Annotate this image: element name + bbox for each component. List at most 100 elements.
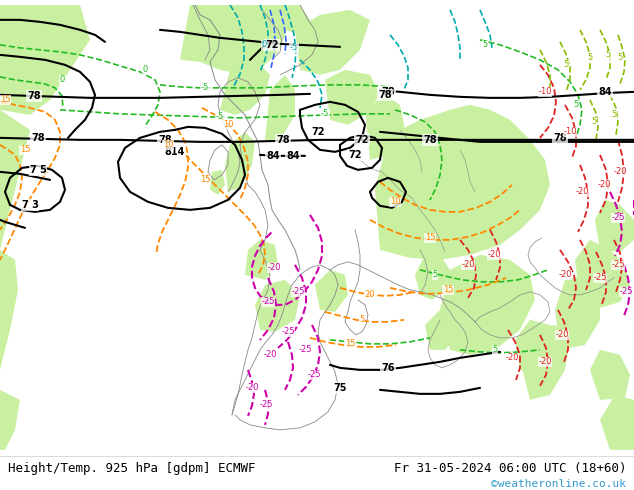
Text: -20: -20 <box>575 187 589 196</box>
Polygon shape <box>475 260 525 310</box>
Text: 0: 0 <box>143 65 148 74</box>
Text: 0: 0 <box>60 75 65 84</box>
Polygon shape <box>220 60 270 115</box>
Text: 7 3: 7 3 <box>22 200 39 210</box>
Polygon shape <box>210 170 225 195</box>
Text: 5: 5 <box>611 110 617 120</box>
Text: 78: 78 <box>27 91 41 101</box>
Polygon shape <box>520 325 570 400</box>
Text: -5: -5 <box>216 112 224 122</box>
Text: Fr 31-05-2024 06:00 UTC (18+60): Fr 31-05-2024 06:00 UTC (18+60) <box>394 462 626 475</box>
Text: 78: 78 <box>423 135 437 145</box>
Text: 78: 78 <box>378 90 392 100</box>
Polygon shape <box>0 250 18 370</box>
Text: -5: -5 <box>201 83 209 92</box>
Text: 10: 10 <box>163 140 173 149</box>
Text: -25: -25 <box>307 370 321 379</box>
Text: -20: -20 <box>488 250 501 259</box>
Text: 84: 84 <box>266 151 280 161</box>
Text: -20: -20 <box>559 270 572 279</box>
Text: 5: 5 <box>605 50 611 59</box>
Polygon shape <box>295 10 370 75</box>
Polygon shape <box>600 395 634 450</box>
Text: 76: 76 <box>381 363 395 373</box>
Text: 78: 78 <box>553 133 567 143</box>
Text: 15: 15 <box>443 285 453 294</box>
Text: -5: -5 <box>321 109 329 119</box>
Text: 5: 5 <box>432 270 437 279</box>
Text: 0: 0 <box>261 40 267 49</box>
Polygon shape <box>265 75 295 140</box>
Text: -25: -25 <box>298 345 312 354</box>
Text: ©weatheronline.co.uk: ©weatheronline.co.uk <box>491 479 626 489</box>
Text: 20: 20 <box>365 291 375 299</box>
Polygon shape <box>225 132 255 192</box>
Text: 72: 72 <box>348 150 362 160</box>
Text: -25: -25 <box>619 287 633 296</box>
Text: -25: -25 <box>611 213 624 222</box>
Polygon shape <box>325 70 380 125</box>
Text: -20: -20 <box>245 383 259 392</box>
Text: 72: 72 <box>311 127 325 137</box>
Text: 5: 5 <box>482 40 488 49</box>
Text: 7 5: 7 5 <box>30 165 46 175</box>
Text: 15: 15 <box>345 340 355 348</box>
Polygon shape <box>595 200 634 252</box>
Text: Height/Temp. 925 hPa [gdpm] ECMWF: Height/Temp. 925 hPa [gdpm] ECMWF <box>8 462 255 475</box>
Text: 72: 72 <box>265 40 279 50</box>
Text: -20: -20 <box>263 350 277 359</box>
Polygon shape <box>415 255 450 300</box>
Polygon shape <box>375 105 550 260</box>
Polygon shape <box>255 280 300 332</box>
Polygon shape <box>0 110 30 250</box>
Polygon shape <box>255 5 310 35</box>
Text: 5: 5 <box>587 53 593 62</box>
Polygon shape <box>440 255 535 355</box>
Polygon shape <box>0 5 90 115</box>
Text: 10: 10 <box>390 197 400 206</box>
Text: -25: -25 <box>611 260 624 270</box>
Polygon shape <box>425 310 458 350</box>
Text: 78: 78 <box>158 135 172 145</box>
Polygon shape <box>180 5 290 75</box>
Text: -25: -25 <box>281 327 295 336</box>
Text: 72: 72 <box>355 135 369 145</box>
Text: 15: 15 <box>200 175 210 184</box>
Polygon shape <box>365 95 405 160</box>
Text: -20: -20 <box>268 263 281 272</box>
Text: -10: -10 <box>563 127 577 136</box>
Text: 15: 15 <box>20 146 30 154</box>
Text: 5: 5 <box>493 345 498 354</box>
Polygon shape <box>245 240 278 280</box>
Polygon shape <box>0 390 20 450</box>
Text: -25: -25 <box>291 287 305 296</box>
Text: 15: 15 <box>425 233 436 243</box>
Text: -20: -20 <box>597 180 611 189</box>
Text: 5: 5 <box>573 100 579 109</box>
Text: -5: -5 <box>290 43 298 52</box>
Text: 75: 75 <box>333 383 347 393</box>
Polygon shape <box>590 350 630 400</box>
Text: 5: 5 <box>592 118 597 126</box>
Text: 84: 84 <box>286 151 300 161</box>
Text: 814: 814 <box>165 147 185 157</box>
Text: 5: 5 <box>359 316 365 324</box>
Text: 15: 15 <box>0 96 10 104</box>
Text: 84: 84 <box>598 87 612 97</box>
Polygon shape <box>315 270 348 312</box>
Text: -25: -25 <box>261 297 275 306</box>
Text: 78: 78 <box>276 135 290 145</box>
Text: -20: -20 <box>613 168 627 176</box>
Text: -10: -10 <box>538 87 552 97</box>
Text: -20: -20 <box>555 330 569 340</box>
Text: 5: 5 <box>618 53 623 62</box>
Text: -25: -25 <box>259 400 273 409</box>
Text: 10: 10 <box>223 121 233 129</box>
Text: 5: 5 <box>564 60 569 70</box>
Text: -20: -20 <box>462 260 475 270</box>
Text: 78: 78 <box>31 133 45 143</box>
Text: -20: -20 <box>505 353 519 363</box>
Polygon shape <box>515 320 560 376</box>
Polygon shape <box>555 275 600 350</box>
Text: -25: -25 <box>593 273 607 282</box>
